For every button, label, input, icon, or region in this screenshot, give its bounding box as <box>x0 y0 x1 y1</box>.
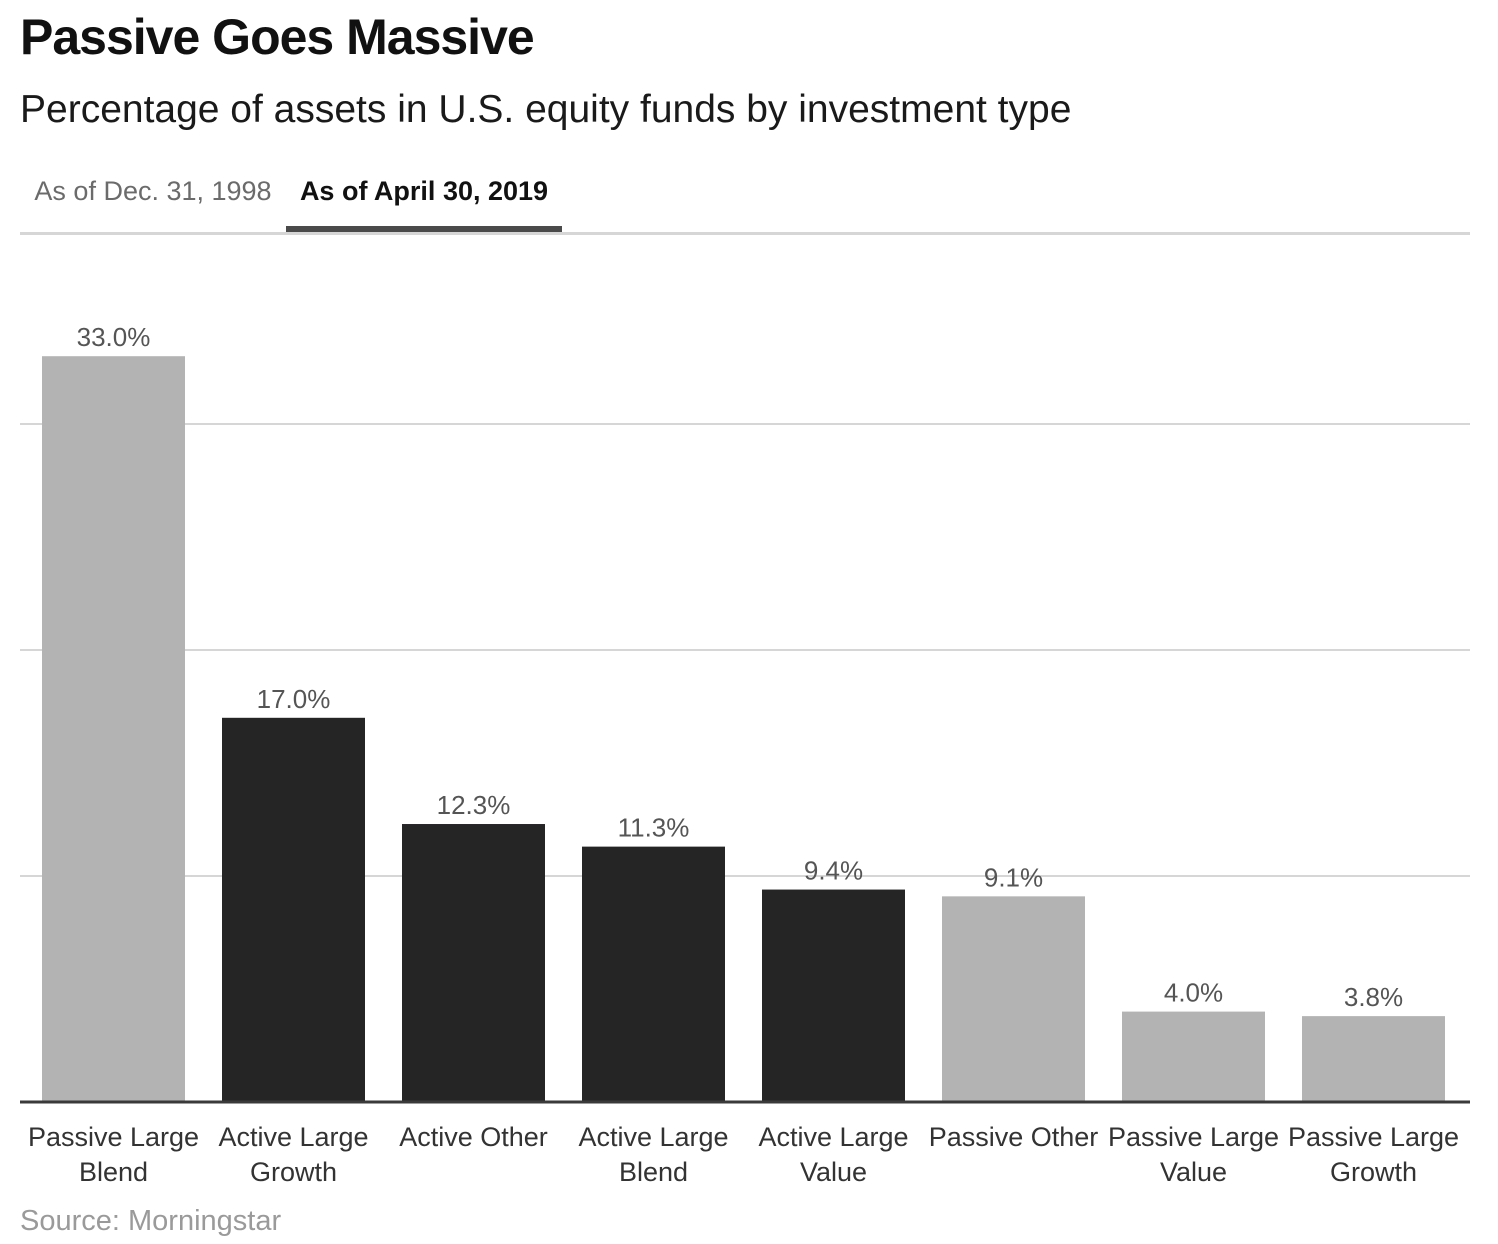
bar-7 <box>1302 1016 1445 1102</box>
chart-subtitle: Percentage of assets in U.S. equity fund… <box>20 88 1072 131</box>
category-label-1: Active Large Growth <box>218 1122 368 1187</box>
bar-6 <box>1122 1011 1265 1102</box>
bar-4 <box>762 889 905 1102</box>
date-tabs: As of Dec. 31, 1998 As of April 30, 2019 <box>20 160 1470 235</box>
category-label-2: Active Other <box>399 1122 548 1152</box>
bar-2 <box>402 824 545 1102</box>
tab-1998[interactable]: As of Dec. 31, 1998 <box>34 176 272 206</box>
value-label-0: 33.0% <box>77 322 151 352</box>
value-label-2: 12.3% <box>437 790 511 820</box>
tab-2019[interactable]: As of April 30, 2019 <box>286 160 562 232</box>
bar-1 <box>222 717 365 1102</box>
category-label-6: Passive Large Value <box>1108 1122 1279 1187</box>
chart-title: Passive Goes Massive <box>20 9 535 65</box>
bar-3 <box>582 846 725 1102</box>
bar-0 <box>42 356 185 1102</box>
value-label-4: 9.4% <box>804 856 863 886</box>
category-label-3: Active Large Blend <box>578 1122 728 1187</box>
bar-chart: 33.0% Passive Large Blend 17.0% Active Large… <box>20 322 1470 1187</box>
value-label-5: 9.1% <box>984 862 1043 892</box>
value-label-7: 3.8% <box>1344 982 1403 1012</box>
value-label-6: 4.0% <box>1164 978 1223 1008</box>
category-label-4: Active Large Value <box>758 1122 908 1187</box>
category-label-5: Passive Other <box>929 1122 1099 1152</box>
category-label-0: Passive Large Blend <box>28 1122 199 1187</box>
value-label-1: 17.0% <box>257 684 331 714</box>
value-label-3: 11.3% <box>618 813 690 843</box>
bar-5 <box>942 896 1085 1102</box>
category-label-7: Passive Large Growth <box>1288 1122 1459 1187</box>
source-note: Source: Morningstar <box>20 1205 282 1237</box>
